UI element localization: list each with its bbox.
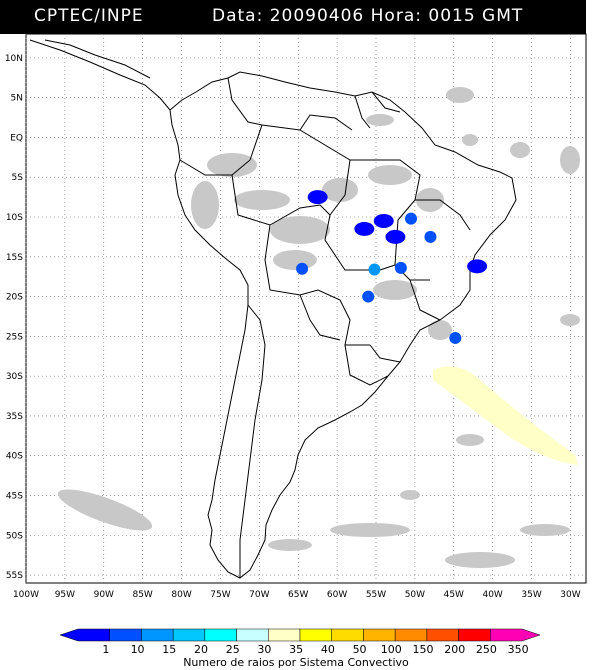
legend-swatch bbox=[59, 628, 110, 642]
lightning-cluster bbox=[394, 261, 407, 274]
legend-label: 30 bbox=[257, 643, 271, 656]
legend-swatch bbox=[204, 628, 237, 642]
lon-label: 55W bbox=[366, 590, 386, 600]
legend-label: 15 bbox=[162, 643, 176, 656]
lightning-cluster bbox=[385, 229, 406, 244]
lightning-cluster bbox=[307, 190, 328, 205]
lon-label: 100W bbox=[13, 590, 39, 600]
lat-label: 5S bbox=[12, 173, 24, 183]
longitude-labels: 100W 95W 90W 85W 80W 75W 70W 65W 60W 55W 50W 45W 40W… bbox=[13, 590, 581, 600]
legend-swatch bbox=[109, 628, 142, 642]
map-frame bbox=[25, 33, 587, 584]
lon-label: 70W bbox=[249, 590, 269, 600]
lon-label: 40W bbox=[482, 590, 502, 600]
datetime-label: Data: 20090406 Hora: 0015 GMT bbox=[212, 6, 524, 26]
lat-label: EQ bbox=[10, 133, 23, 143]
lon-label: 90W bbox=[94, 590, 114, 600]
legend-swatch bbox=[236, 628, 269, 642]
legend-label: 100 bbox=[381, 643, 402, 656]
lat-label: 45S bbox=[6, 491, 23, 501]
legend-label: 200 bbox=[444, 643, 465, 656]
legend-swatch bbox=[394, 628, 428, 642]
legend-swatch bbox=[426, 628, 459, 642]
legend-label: 50 bbox=[353, 643, 367, 656]
lon-label: 95W bbox=[55, 590, 75, 600]
lat-label: 10S bbox=[6, 213, 23, 223]
legend-swatch bbox=[299, 628, 332, 642]
legend-swatch bbox=[141, 628, 174, 642]
legend-label: 150 bbox=[413, 643, 434, 656]
lon-label: 35W bbox=[521, 590, 541, 600]
lightning-cluster bbox=[449, 331, 462, 344]
lat-label: 35S bbox=[6, 412, 23, 422]
map-header: CPTEC/INPE Data: 20090406 Hora: 0015 GMT bbox=[0, 0, 586, 34]
lat-label: 20S bbox=[6, 293, 23, 303]
legend-swatch bbox=[458, 628, 491, 642]
lightning-cluster bbox=[354, 221, 375, 236]
lightning-cluster bbox=[467, 259, 488, 274]
lon-label: 85W bbox=[132, 590, 152, 600]
lat-label: 15S bbox=[6, 253, 23, 263]
lightning-clusters bbox=[296, 190, 488, 344]
legend-swatch bbox=[172, 628, 206, 642]
latitude-labels: 10N 5N EQ 5S 10S 15S 20S 25S 30S 35S 40S 45S 50S 55S bbox=[5, 54, 23, 581]
legend-label: 250 bbox=[476, 643, 497, 656]
legend-swatch bbox=[490, 628, 541, 642]
lat-label: 30S bbox=[6, 372, 23, 382]
lightning-cluster bbox=[424, 230, 437, 243]
lon-label: 75W bbox=[210, 590, 230, 600]
source-label: CPTEC/INPE bbox=[34, 6, 144, 26]
lightning-cluster bbox=[296, 262, 309, 275]
lat-label: 10N bbox=[5, 54, 23, 64]
legend-label: 1 bbox=[102, 643, 109, 656]
legend-label: 20 bbox=[194, 643, 208, 656]
legend-label: 350 bbox=[508, 643, 529, 656]
lat-label: 25S bbox=[6, 332, 23, 342]
lon-label: 45W bbox=[444, 590, 464, 600]
lat-label: 5N bbox=[11, 94, 23, 104]
legend-swatch bbox=[268, 628, 301, 642]
lat-label: 55S bbox=[6, 571, 23, 581]
lon-label: 50W bbox=[405, 590, 425, 600]
lon-label: 30W bbox=[560, 590, 580, 600]
legend-swatch bbox=[331, 628, 364, 642]
legend-label: 25 bbox=[226, 643, 240, 656]
legend-swatch bbox=[363, 628, 396, 642]
legend-label: 40 bbox=[321, 643, 335, 656]
legend-label: 10 bbox=[131, 643, 145, 656]
lon-label: 60W bbox=[327, 590, 347, 600]
lon-label: 80W bbox=[171, 590, 191, 600]
legend-label: 35 bbox=[289, 643, 303, 656]
coastlines bbox=[29, 39, 517, 579]
lightning-cluster bbox=[405, 212, 417, 225]
lightning-cluster bbox=[362, 290, 375, 303]
cloud-cover bbox=[57, 87, 580, 568]
lat-label: 50S bbox=[6, 531, 23, 541]
lightning-cluster bbox=[368, 263, 381, 276]
legend-title: Numero de raios por Sistema Convectivo bbox=[183, 656, 409, 669]
color-legend: 1 10 15 20 25 30 35 40 50 100 150 200 250 350 bbox=[59, 628, 541, 656]
lon-label: 65W bbox=[288, 590, 308, 600]
lat-label: 40S bbox=[6, 452, 23, 462]
lightning-cluster bbox=[373, 213, 394, 228]
lightning-band bbox=[433, 366, 578, 465]
